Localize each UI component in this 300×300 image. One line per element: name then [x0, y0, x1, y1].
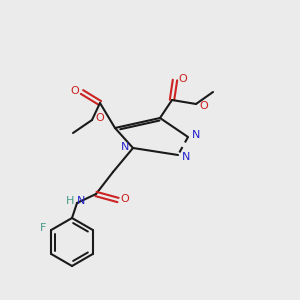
Text: O: O: [200, 101, 208, 111]
Text: O: O: [96, 113, 104, 123]
Text: H: H: [66, 196, 74, 206]
Text: N: N: [192, 130, 200, 140]
Text: N: N: [182, 152, 190, 162]
Text: O: O: [70, 86, 80, 96]
Text: N: N: [121, 142, 129, 152]
Text: F: F: [40, 223, 46, 233]
Text: O: O: [121, 194, 129, 204]
Text: O: O: [178, 74, 188, 84]
Text: N: N: [77, 196, 85, 206]
